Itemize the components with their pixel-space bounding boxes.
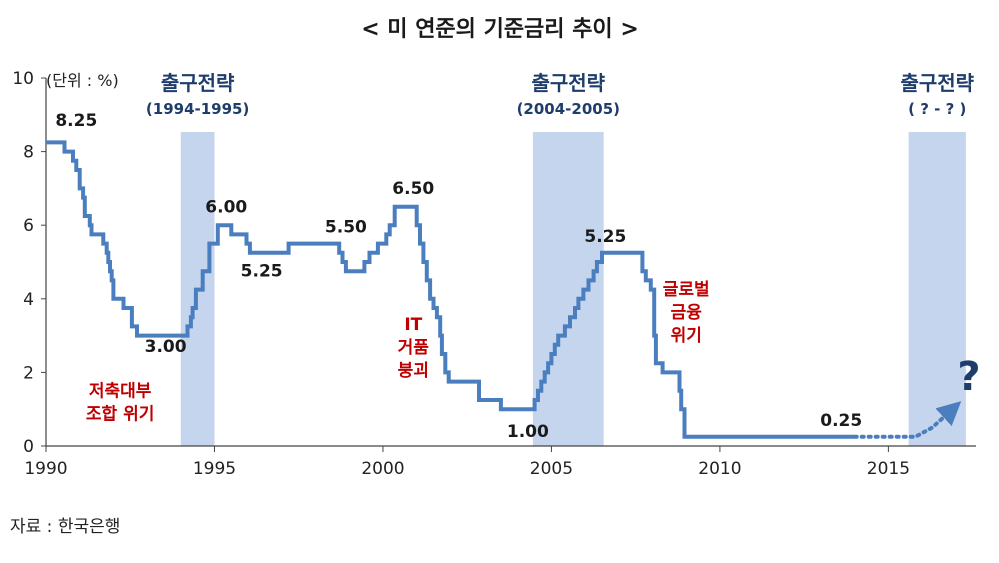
- event-label-2: 글로벌 금융 위기: [663, 280, 710, 346]
- rate-series: [46, 140, 962, 439]
- x-tick-label: 2015: [867, 459, 910, 479]
- event-label-1: IT 거품 붕괴: [398, 315, 430, 381]
- data-label: 8.25: [55, 111, 97, 131]
- y-tick-label: 8: [23, 143, 34, 163]
- data-label: 5.50: [325, 218, 367, 238]
- chart-title: < 미 연준의 기준금리 추이 >: [361, 17, 639, 42]
- data-label: 3.00: [145, 337, 187, 357]
- event-labels: 저축대부 조합 위기 IT 거품 붕괴 글로벌 금융 위기: [86, 280, 710, 424]
- event-label-0: 저축대부 조합 위기: [86, 381, 154, 424]
- data-label: 5.25: [584, 227, 626, 247]
- projection-line: [852, 401, 962, 439]
- exit-band-title-2: 출구전략: [900, 71, 974, 95]
- y-tick-label: 0: [23, 437, 34, 457]
- y-tick-label: 2: [23, 363, 34, 383]
- x-tick-label: 1995: [193, 459, 236, 479]
- x-tick-label: 2005: [530, 459, 573, 479]
- data-label: 0.25: [820, 411, 862, 431]
- rate-line: [46, 140, 855, 439]
- exit-band-period-2: ( ? - ? ): [908, 100, 966, 118]
- data-label: 6.00: [205, 197, 247, 217]
- data-label: 5.25: [241, 262, 283, 282]
- y-tick-label: 6: [23, 216, 34, 236]
- y-tick-label: 10: [12, 69, 34, 89]
- exit-band-period-1: (2004-2005): [517, 100, 620, 118]
- data-label: 1.00: [507, 422, 549, 442]
- exit-band-2: [908, 132, 966, 446]
- x-tick-label: 2000: [361, 459, 404, 479]
- x-tick-label: 2010: [698, 459, 741, 479]
- x-tick-label: 1990: [24, 459, 67, 479]
- question-mark: ?: [957, 354, 980, 400]
- source-note: 자료 : 한국은행: [10, 517, 120, 537]
- exit-strategy-bands: 출구전략 (1994-1995) 출구전략 (2004-2005) 출구전략 ( ? - …: [146, 71, 975, 446]
- data-label: 6.50: [392, 179, 434, 199]
- data-labels: 8.25 3.00 6.00 5.25 5.50 6.50 1.00 5.25 0.25: [55, 111, 862, 442]
- exit-band-period-0: (1994-1995): [146, 100, 249, 118]
- y-tick-label: 4: [23, 290, 34, 310]
- exit-band-1: [532, 132, 604, 446]
- exit-band-title-0: 출구전략: [161, 71, 235, 95]
- axes: 0 2 4 6 8 10 1990 1995 2000 2005 2010 2015: [12, 69, 976, 479]
- unit-label: (단위 : %): [46, 71, 119, 90]
- exit-band-title-1: 출구전략: [531, 71, 605, 95]
